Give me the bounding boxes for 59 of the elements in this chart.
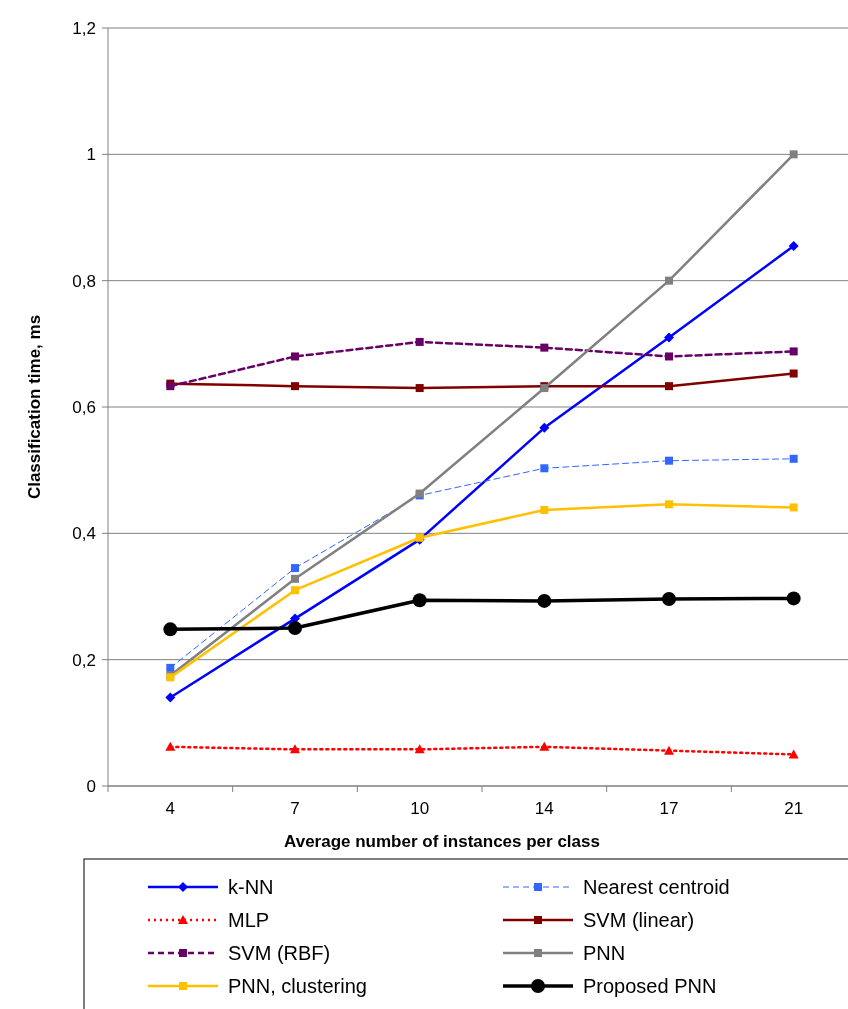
y-tick-label: 1,2 [72,18,96,38]
point [163,622,178,637]
y-tick-label: 0,4 [72,524,96,544]
point [789,503,798,512]
x-tick-label: 10 [410,799,430,818]
point [665,456,673,465]
point [291,586,299,595]
y-tick-label: 1 [86,145,96,165]
point [165,741,176,751]
legend-label: k-NN [228,876,274,898]
point [540,343,549,352]
point [415,384,424,393]
y-axis-title: Classification time, ms [25,314,44,500]
point [539,422,550,433]
point [288,621,302,636]
y-tick-label: 0,2 [72,650,96,670]
legend-label: MLP [228,909,270,931]
point [786,591,801,606]
legend-label: PNN [583,942,626,964]
point [664,745,674,755]
point [664,332,674,343]
x-tick-label: 4 [165,799,176,818]
x-axis-title: Average number of instances per class [284,832,600,851]
y-tick-label: 0,8 [72,271,96,291]
legend-label: SVM (linear) [583,909,695,931]
point [789,454,798,463]
legend-label: Proposed PNN [583,975,717,997]
point [665,352,673,361]
point [291,564,299,573]
point [539,741,550,751]
point [415,337,424,346]
x-tick-label: 17 [659,799,679,818]
point [414,744,425,754]
point [291,574,299,583]
point [290,744,300,754]
x-tick-label: 21 [784,799,804,818]
point [165,692,176,703]
legend-label: PNN, clustering [228,975,367,997]
point [537,593,552,608]
point [662,592,676,607]
point [789,347,798,356]
point [788,240,799,251]
x-tick-label: 14 [534,799,554,818]
point [291,382,299,391]
point [788,749,799,759]
point [291,352,299,361]
point [665,500,673,509]
y-tick-label: 0,6 [72,397,96,417]
point [665,382,673,391]
point [665,276,673,285]
legend-label: SVM (RBF) [228,942,331,964]
y-tick-label: 0 [86,776,96,796]
point [789,150,798,159]
legend-label: Nearest centroid [583,876,730,898]
x-tick-label: 7 [290,799,300,818]
point [412,593,427,608]
point [540,464,549,473]
point [789,369,798,378]
point [540,505,549,514]
